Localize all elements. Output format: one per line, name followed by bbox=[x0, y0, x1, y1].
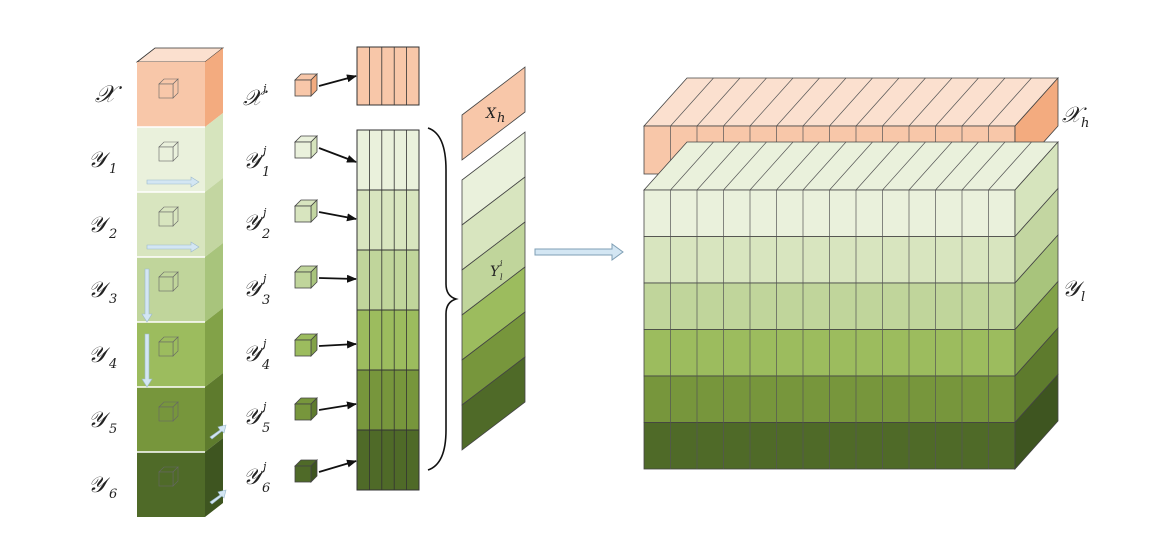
mapping-arrow-6 bbox=[318, 459, 357, 473]
label-yj-sup-6: j bbox=[260, 460, 267, 473]
plane-xh bbox=[461, 66, 526, 161]
x-inner-cube bbox=[158, 78, 179, 99]
label-yj-sub-5: 5 bbox=[262, 421, 270, 436]
big-tensor bbox=[643, 76, 1059, 471]
slice-arrow-4 bbox=[141, 333, 153, 388]
label-yj-sup-4: j bbox=[260, 337, 267, 350]
label-y-sub-6: 6 bbox=[109, 487, 117, 502]
fiber-y-block-6 bbox=[356, 429, 420, 491]
mapping-arrow-0 bbox=[318, 74, 357, 87]
slice-arrow-6 bbox=[209, 489, 227, 505]
label-yj-sup-1: j bbox=[260, 144, 267, 157]
y-inner-cube-1 bbox=[158, 141, 179, 162]
fiber-x-block bbox=[356, 46, 420, 106]
y-inner-cube-4 bbox=[158, 336, 179, 357]
fiber-y-block-5 bbox=[356, 369, 420, 431]
label-y-2: 𝒴 bbox=[88, 213, 111, 238]
fiber-y-block-1 bbox=[356, 129, 420, 191]
slice-arrow-3 bbox=[141, 268, 153, 323]
label-Yl-plane-sup: i bbox=[500, 259, 503, 268]
slice-arrow-2 bbox=[146, 241, 200, 253]
label-Xh-plane: X bbox=[485, 106, 497, 122]
slice-arrow-5 bbox=[209, 424, 227, 440]
fiber-grid bbox=[356, 46, 420, 491]
label-yj-sup-5: j bbox=[260, 400, 267, 413]
label-yj-sub-2: 2 bbox=[261, 227, 270, 242]
small-cube-y-3 bbox=[294, 265, 318, 289]
label-yj-sup-2: j bbox=[260, 206, 267, 219]
y-inner-cube-5 bbox=[158, 401, 179, 422]
label-y-sub-2: 2 bbox=[108, 227, 117, 242]
mapping-arrow-2 bbox=[318, 211, 357, 222]
label-y-5: 𝒴 bbox=[88, 408, 111, 433]
label-y-sub-5: 5 bbox=[109, 422, 117, 437]
y-slice-side-4 bbox=[205, 308, 223, 387]
mapping-arrow-5 bbox=[318, 401, 357, 411]
small-cube-y-6 bbox=[294, 459, 318, 483]
mapping-arrow-1 bbox=[318, 147, 357, 163]
big-y-side-6 bbox=[1014, 373, 1059, 471]
small-cube-y-4 bbox=[294, 333, 318, 357]
y-slice-side-3 bbox=[205, 243, 223, 322]
y-slice-side-2 bbox=[205, 178, 223, 257]
y-slice-side-1 bbox=[205, 113, 223, 192]
right-brace bbox=[427, 127, 459, 471]
slanted-planes bbox=[461, 66, 526, 451]
label-xj-sup: j bbox=[260, 82, 267, 95]
label-y-sub-1: 1 bbox=[109, 162, 117, 177]
y-inner-cube-3 bbox=[158, 271, 179, 292]
label-x: 𝒳 bbox=[95, 80, 123, 108]
small-cube-x bbox=[294, 73, 318, 97]
label-yj-sub-3: 3 bbox=[262, 293, 270, 308]
label-y-sub-3: 3 bbox=[109, 292, 117, 307]
label-yj-sub-4: 4 bbox=[261, 358, 270, 373]
label-y-6: 𝒴 bbox=[88, 473, 111, 498]
y-inner-cube-6 bbox=[158, 466, 179, 487]
small-cube-y-2 bbox=[294, 199, 318, 223]
mapping-arrow-3 bbox=[318, 274, 357, 283]
label-y-3: 𝒴 bbox=[88, 278, 111, 303]
label-yj-sub-1: 1 bbox=[262, 165, 270, 180]
label-Yl-plane: Y bbox=[490, 264, 501, 280]
label-y-group: 𝒴 1𝒴 2𝒴 3𝒴 4𝒴 5𝒴 6 bbox=[88, 148, 117, 502]
small-cube-y-1 bbox=[294, 135, 318, 159]
plane-y-6 bbox=[461, 356, 526, 451]
right-arrow-icon bbox=[534, 243, 624, 261]
fiber-y-block-4 bbox=[356, 309, 420, 371]
mapping-arrow-4 bbox=[318, 340, 357, 349]
small-cube-y-5 bbox=[294, 397, 318, 421]
label-yj-sup-3: j bbox=[260, 272, 267, 285]
x-slice-side bbox=[205, 48, 223, 127]
fiber-y-block-3 bbox=[356, 249, 420, 311]
small-cube-column bbox=[294, 73, 357, 483]
label-y-1: 𝒴 bbox=[88, 148, 111, 173]
slice-arrow-1 bbox=[146, 176, 200, 188]
label-yl-big-sub: l bbox=[1081, 290, 1085, 305]
y-inner-cube-2 bbox=[158, 206, 179, 227]
fiber-y-block-2 bbox=[356, 189, 420, 251]
label-y-4: 𝒴 bbox=[88, 343, 111, 368]
label-y-sub-4: 4 bbox=[108, 357, 117, 372]
left-tensor-stack bbox=[135, 47, 227, 517]
label-Yl-plane-sub: l bbox=[500, 273, 503, 282]
label-Xh-plane-sub: h bbox=[497, 111, 505, 126]
label-xh-big-sub: h bbox=[1081, 116, 1089, 131]
label-yj-sub-6: 6 bbox=[262, 481, 270, 496]
